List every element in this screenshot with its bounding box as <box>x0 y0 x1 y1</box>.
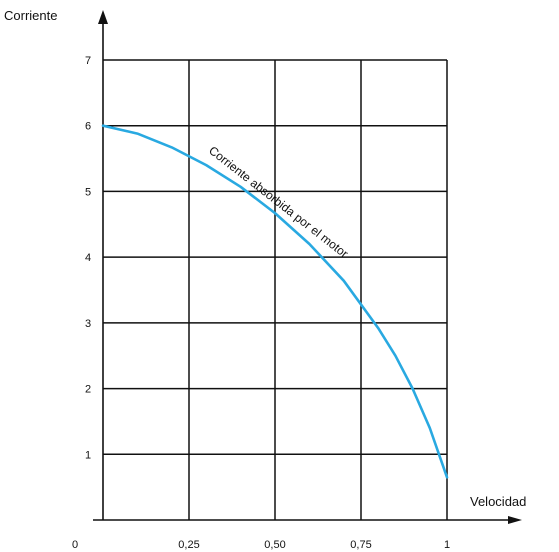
y-tick-label: 6 <box>85 121 91 133</box>
y-axis-arrow-icon <box>98 10 108 24</box>
x-tick-label: 0,50 <box>264 539 285 551</box>
y-tick-label: 4 <box>85 252 91 264</box>
x-tick-label: 0,25 <box>178 539 199 551</box>
series <box>101 124 449 479</box>
series-line <box>101 124 449 479</box>
x-tick-label: 0,75 <box>350 539 371 551</box>
x-axis-arrow-icon <box>508 516 522 524</box>
y-tick-label: 2 <box>85 384 91 396</box>
curve-annotation: Corriente absorbida por el motor <box>206 143 351 260</box>
y-tick-label: 1 <box>85 449 91 461</box>
y-tick-label: 7 <box>85 55 91 67</box>
y-tick-label: 3 <box>85 318 91 330</box>
x-axis-title: Velocidad <box>470 494 526 509</box>
tick-labels: 1 2 3 4 5 6 7 0 0,25 0,50 0,75 1 <box>72 55 450 551</box>
y-tick-label: 5 <box>85 186 91 198</box>
axes: Corriente Velocidad <box>4 8 526 524</box>
grid <box>93 59 512 521</box>
x-tick-label: 0 <box>72 539 78 551</box>
y-axis-title: Corriente <box>4 8 57 23</box>
x-tick-label: 1 <box>444 539 450 551</box>
